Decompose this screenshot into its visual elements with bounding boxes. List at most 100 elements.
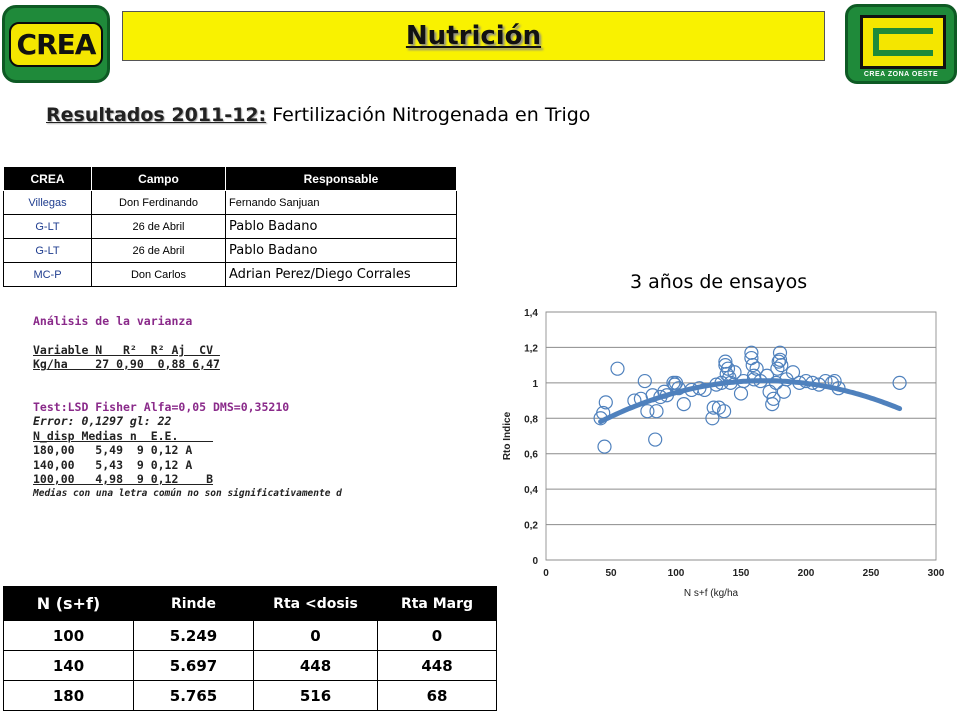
cell-n-sf: 180: [3, 680, 134, 711]
header-n-sf: N (s+f): [3, 586, 134, 621]
data-point: [597, 439, 612, 454]
anova-data-row: Kg/ha 27 0,90 0,88 6,47: [33, 357, 220, 371]
subtitle-prefix: Resultados 2011-12:: [46, 104, 267, 126]
data-point: [831, 381, 846, 396]
header-crea: CREA: [3, 166, 92, 191]
data-point: [714, 375, 729, 390]
cell-rta-marg: 448: [377, 650, 497, 681]
chart-title: 3 años de ensayos: [630, 271, 808, 293]
anova-title: Análisis de la varianza: [33, 314, 193, 328]
cell-rinde: 5.697: [133, 650, 254, 681]
data-point: [766, 391, 781, 406]
cell-n-sf: 140: [3, 650, 134, 681]
table-row: 180 5.765 516 68: [3, 680, 497, 711]
data-point: [598, 395, 613, 410]
cell-responsable: Pablo Badano: [225, 214, 457, 239]
data-point: [745, 358, 760, 373]
cell-rta-dosis: 516: [253, 680, 378, 711]
y-tick-label: 1,2: [524, 343, 538, 354]
anova-col-header: N_disp Medias n E.E.: [33, 428, 214, 443]
anova-means-row: 180,00 5,49 9 0,12 A: [33, 443, 214, 457]
x-tick-label: 300: [928, 568, 945, 579]
data-point: [648, 432, 663, 447]
x-tick-label: 150: [733, 568, 750, 579]
data-point: [697, 382, 712, 398]
data-point: [596, 405, 611, 421]
data-point: [637, 373, 652, 389]
table-row: 140 5.697 448 448: [3, 650, 497, 681]
y-axis-label: Rto Indice: [502, 411, 513, 460]
data-point: [818, 373, 833, 389]
data-point: [785, 365, 801, 380]
scatter-chart: 0 0,2 0,4 0,6 0,8 1 1,2 1,4 0 50 100 150 200 250 300 N …: [502, 308, 945, 599]
data-point: [610, 361, 625, 376]
data-point: [719, 366, 734, 382]
data-point: [659, 388, 674, 403]
cell-crea: Villegas: [3, 190, 92, 215]
data-point: [774, 358, 789, 373]
crea-logo: CREA: [2, 5, 110, 83]
table-row: 100 5.249 0 0: [3, 620, 497, 651]
header-rta-marg: Rta Marg: [377, 586, 497, 621]
plot-area: [545, 311, 937, 561]
table-row: Villegas Don Ferdinando Fernando Sanjuan: [3, 190, 457, 215]
data-point: [892, 375, 907, 390]
y-tick-label: 1: [532, 379, 538, 390]
data-point: [727, 365, 742, 380]
data-point: [827, 373, 842, 389]
table-row: G-LT 26 de Abril Pablo Badano: [3, 238, 457, 263]
zone-mark-icon: [860, 15, 946, 69]
x-tick-label: 100: [668, 568, 685, 579]
data-point: [705, 411, 720, 426]
crea-zona-oeste-logo: CREA ZONA OESTE: [845, 4, 957, 84]
y-tick-label: 0,6: [524, 450, 538, 461]
cell-campo: 26 de Abril: [91, 214, 226, 239]
y-tick-label: 1,4: [524, 308, 538, 319]
table-row: MC-P Don Carlos Adrian Perez/Diego Corra…: [3, 262, 457, 287]
cell-rta-dosis: 0: [253, 620, 378, 651]
section-subtitle: Resultados 2011-12: Fertilización Nitrog…: [46, 104, 590, 126]
crea-logo-text: CREA: [16, 27, 97, 61]
trials-table: CREA Campo Responsable Villegas Don Ferd…: [3, 166, 457, 287]
y-tick-label: 0: [532, 556, 538, 567]
data-point: [653, 389, 668, 405]
page-title: Nutrición: [405, 21, 542, 51]
cell-rinde: 5.765: [133, 680, 254, 711]
cell-rta-marg: 68: [377, 680, 497, 711]
cell-campo: Don Ferdinando: [91, 190, 226, 215]
data-point: [717, 404, 732, 419]
header-campo: Campo: [91, 166, 226, 191]
anova-header-row: Variable N R² R² Aj CV: [33, 342, 220, 357]
cell-campo: 26 de Abril: [91, 238, 226, 263]
x-tick-label: 50: [605, 568, 617, 579]
cell-campo: Don Carlos: [91, 262, 226, 287]
header-rinde: Rinde: [133, 586, 254, 621]
anova-means-row: 140,00 5,43 9 0,12 A: [33, 457, 214, 472]
data-point: [769, 375, 784, 390]
y-tick-label: 0,4: [524, 485, 538, 496]
data-point: [627, 393, 642, 408]
cell-rinde: 5.249: [133, 620, 254, 651]
data-point: [720, 361, 736, 376]
cell-rta-dosis: 448: [253, 650, 378, 681]
anova-footnote: Medias con una letra común no son signif…: [33, 487, 342, 499]
header-rta-dosis: Rta <dosis: [253, 586, 378, 621]
cell-n-sf: 100: [3, 620, 134, 651]
x-tick-label: 200: [798, 568, 815, 579]
x-axis-label: N s+f (kg/ha: [684, 588, 739, 599]
data-point: [770, 361, 785, 376]
x-tick-label: 0: [543, 568, 549, 579]
data-point: [765, 397, 780, 412]
cell-responsable: Pablo Badano: [225, 238, 457, 263]
anova-error-line: Error: 0,1297 gl: 22: [33, 414, 172, 428]
cell-responsable: Adrian Perez/Diego Corrales: [225, 262, 457, 287]
table-row: G-LT 26 de Abril Pablo Badano: [3, 214, 457, 239]
anova-means-row: 100,00 4,98 9 0,12 B: [33, 472, 214, 486]
data-point: [667, 377, 682, 392]
trials-header-row: CREA Campo Responsable: [3, 166, 457, 191]
data-point: [771, 354, 786, 369]
data-point: [657, 384, 672, 399]
header-responsable: Responsable: [225, 166, 457, 191]
data-point: [640, 404, 655, 419]
data-point: [746, 372, 762, 387]
